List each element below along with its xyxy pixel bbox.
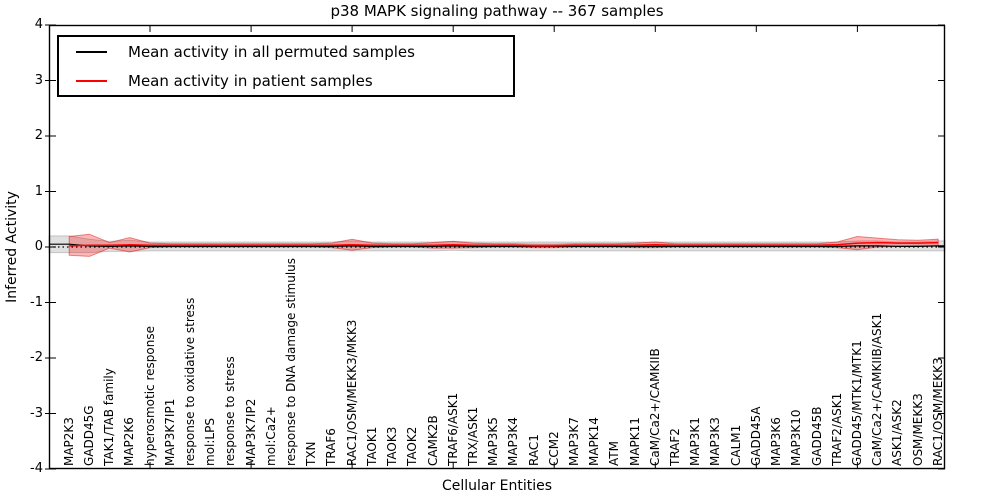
patient-mean-line: [69, 241, 939, 247]
legend-label-patient: Mean activity in patient samples: [128, 71, 373, 90]
y-tick-label: -2: [30, 350, 43, 365]
legend-label-permuted: Mean activity in all permuted samples: [128, 42, 415, 61]
y-tick-label: 0: [34, 239, 43, 254]
legend-item-patient: Mean activity in patient samples: [59, 66, 513, 95]
legend-item-permuted: Mean activity in all permuted samples: [59, 37, 513, 66]
plot-border: [48, 24, 946, 470]
y-tick-label: 4: [34, 17, 43, 32]
y-tick-label: 3: [34, 72, 43, 88]
patient-line-sample: [76, 79, 107, 82]
x-axis-label: Cellular Entities: [441, 478, 553, 494]
y-tick-label: 1: [34, 183, 43, 199]
permuted-mean-line: [49, 243, 945, 248]
y-tick-label: 2: [34, 128, 43, 143]
axis-ticks: [45, 24, 945, 470]
permuted-line-sample: [76, 50, 107, 53]
y-tick-label: -4: [30, 461, 43, 476]
legend: Mean activity in all permuted samples Me…: [57, 35, 515, 97]
chart-title: p38 MAPK signaling pathway -- 367 sample…: [330, 2, 664, 20]
y-tick-label: -3: [30, 405, 43, 421]
y-tick-label: -1: [30, 294, 43, 310]
